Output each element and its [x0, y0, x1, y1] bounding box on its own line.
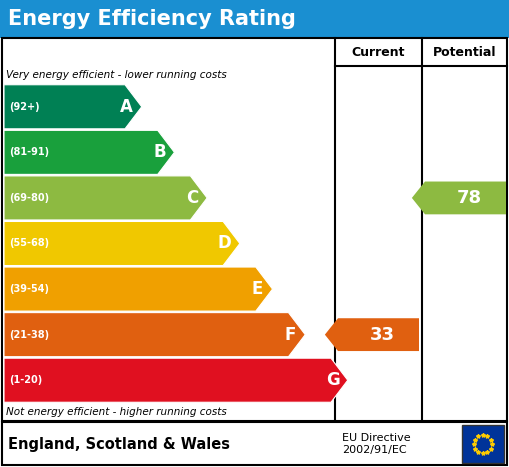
Bar — [2, 422, 507, 465]
Text: G: G — [326, 371, 340, 389]
Bar — [0, 0, 509, 38]
Polygon shape — [325, 318, 419, 351]
Polygon shape — [4, 176, 207, 220]
Text: EU Directive: EU Directive — [342, 433, 411, 443]
Text: D: D — [218, 234, 232, 253]
Polygon shape — [4, 130, 175, 174]
Text: E: E — [252, 280, 263, 298]
Text: B: B — [153, 143, 166, 162]
Text: Very energy efficient - lower running costs: Very energy efficient - lower running co… — [6, 70, 227, 80]
Text: (1-20): (1-20) — [9, 375, 42, 385]
Text: 2002/91/EC: 2002/91/EC — [342, 445, 407, 455]
Text: Potential: Potential — [433, 45, 496, 58]
Bar — [0, 421, 509, 467]
Polygon shape — [4, 267, 272, 311]
Bar — [2, 38, 507, 421]
Bar — [462, 425, 504, 463]
Text: Not energy efficient - higher running costs: Not energy efficient - higher running co… — [6, 407, 227, 417]
Polygon shape — [4, 358, 348, 402]
Polygon shape — [4, 221, 240, 266]
Polygon shape — [412, 182, 506, 214]
Text: 78: 78 — [457, 189, 482, 207]
Text: (92+): (92+) — [9, 102, 40, 112]
Text: (21-38): (21-38) — [9, 330, 49, 340]
Text: F: F — [285, 325, 296, 344]
Text: A: A — [120, 98, 133, 116]
Text: (39-54): (39-54) — [9, 284, 49, 294]
Text: (55-68): (55-68) — [9, 239, 49, 248]
Polygon shape — [4, 312, 305, 357]
Text: Energy Efficiency Rating: Energy Efficiency Rating — [8, 9, 296, 29]
Text: 33: 33 — [370, 325, 395, 344]
Text: C: C — [186, 189, 199, 207]
Text: (69-80): (69-80) — [9, 193, 49, 203]
Polygon shape — [4, 85, 142, 129]
Text: (81-91): (81-91) — [9, 148, 49, 157]
Text: Current: Current — [352, 45, 405, 58]
Text: England, Scotland & Wales: England, Scotland & Wales — [8, 437, 230, 452]
